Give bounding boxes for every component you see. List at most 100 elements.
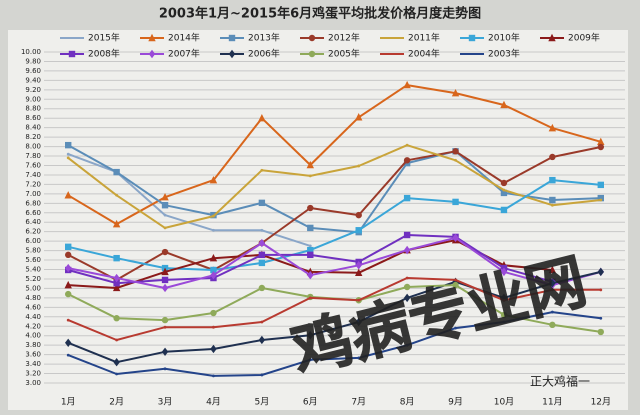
x-tick-label: 12月 xyxy=(591,397,611,408)
y-tick-label: 8.60 xyxy=(25,114,41,122)
data-point xyxy=(209,175,218,184)
data-point xyxy=(115,338,119,342)
data-point xyxy=(258,284,266,292)
data-point xyxy=(112,283,121,292)
series-line xyxy=(67,277,601,341)
data-point xyxy=(500,179,508,187)
data-point xyxy=(403,293,411,303)
legend-marker xyxy=(68,50,76,58)
data-point xyxy=(403,283,411,291)
data-point xyxy=(212,228,215,232)
series-line xyxy=(67,311,601,377)
data-point xyxy=(161,248,169,256)
data-point xyxy=(210,309,217,317)
data-point xyxy=(403,157,411,164)
chart-title: 2003年1月~2015年6月鸡蛋平均批发价格月度走势图 xyxy=(159,6,481,22)
data-point xyxy=(307,270,314,280)
data-point xyxy=(452,198,459,206)
y-tick-label: 5.60 xyxy=(25,256,41,264)
data-point xyxy=(210,266,217,274)
data-point xyxy=(355,227,362,234)
data-point xyxy=(66,318,70,322)
data-point xyxy=(113,254,120,262)
y-tick-label: 7.40 xyxy=(25,171,41,179)
data-point xyxy=(355,317,362,327)
x-tick-label: 7月 xyxy=(351,397,366,408)
data-point xyxy=(258,114,266,122)
data-point xyxy=(113,357,120,367)
data-point xyxy=(307,331,314,340)
legend-marker xyxy=(468,34,476,42)
data-point xyxy=(599,198,603,202)
data-point xyxy=(163,213,167,217)
y-tick-label: 8.80 xyxy=(25,105,41,113)
logo-text: 正大鸡福一 xyxy=(530,374,590,389)
y-tick-label: 10.00 xyxy=(21,48,41,56)
data-point xyxy=(258,199,266,207)
data-point xyxy=(66,156,70,160)
y-tick-label: 6.20 xyxy=(25,228,41,236)
y-tick-label: 7.60 xyxy=(25,161,41,169)
data-point xyxy=(64,191,72,199)
data-point xyxy=(161,347,169,356)
legend-label: 2003年 xyxy=(488,48,520,60)
legend-marker xyxy=(148,49,156,59)
data-point xyxy=(260,168,264,172)
legend-label: 2015年 xyxy=(88,32,120,44)
data-point xyxy=(548,123,557,132)
data-point xyxy=(502,320,506,324)
legend-marker xyxy=(308,50,316,58)
series-line xyxy=(67,84,602,226)
legend-label: 2004年 xyxy=(408,48,440,60)
data-point xyxy=(66,152,70,156)
data-point xyxy=(161,283,169,293)
y-tick-label: 4.40 xyxy=(25,313,41,321)
data-point xyxy=(306,160,314,169)
data-point xyxy=(260,320,264,324)
x-tick-label: 6月 xyxy=(303,397,318,408)
data-point xyxy=(550,288,554,292)
data-point xyxy=(65,338,72,348)
data-point xyxy=(548,265,557,274)
data-point xyxy=(308,296,312,300)
data-point xyxy=(500,189,508,197)
data-point xyxy=(161,316,169,324)
data-point xyxy=(161,192,169,201)
data-point xyxy=(549,321,556,329)
y-tick-label: 7.80 xyxy=(25,152,41,160)
y-tick-label: 8.20 xyxy=(25,133,41,141)
data-point xyxy=(454,158,457,162)
data-point xyxy=(260,373,264,377)
y-tick-label: 6.40 xyxy=(25,218,41,226)
x-tick-label: 3月 xyxy=(158,397,173,408)
data-point xyxy=(355,268,363,277)
data-point xyxy=(550,310,554,314)
y-tick-label: 9.80 xyxy=(25,57,41,65)
data-point xyxy=(307,251,314,259)
data-point xyxy=(115,372,119,376)
data-point xyxy=(113,315,120,322)
legend-label: 2011年 xyxy=(408,32,440,44)
series-line xyxy=(67,146,602,281)
y-tick-label: 6.60 xyxy=(25,209,41,217)
data-point xyxy=(452,148,459,155)
data-point xyxy=(308,358,312,362)
data-point xyxy=(212,325,215,329)
y-tick-label: 6.80 xyxy=(25,199,41,207)
series-line xyxy=(67,144,601,234)
data-point xyxy=(500,206,508,214)
x-tick-label: 9月 xyxy=(448,397,463,408)
data-point xyxy=(599,288,603,292)
series-line xyxy=(67,270,602,364)
data-point xyxy=(403,231,411,239)
y-tick-label: 4.80 xyxy=(25,294,41,302)
data-point xyxy=(161,276,169,284)
data-point xyxy=(599,316,603,320)
legend-label: 2009年 xyxy=(568,32,600,44)
data-point xyxy=(212,374,215,378)
data-point xyxy=(115,193,119,197)
data-point xyxy=(65,290,72,298)
y-tick-label: 3.20 xyxy=(25,370,41,378)
data-point xyxy=(452,281,459,289)
x-tick-label: 4月 xyxy=(206,397,221,408)
